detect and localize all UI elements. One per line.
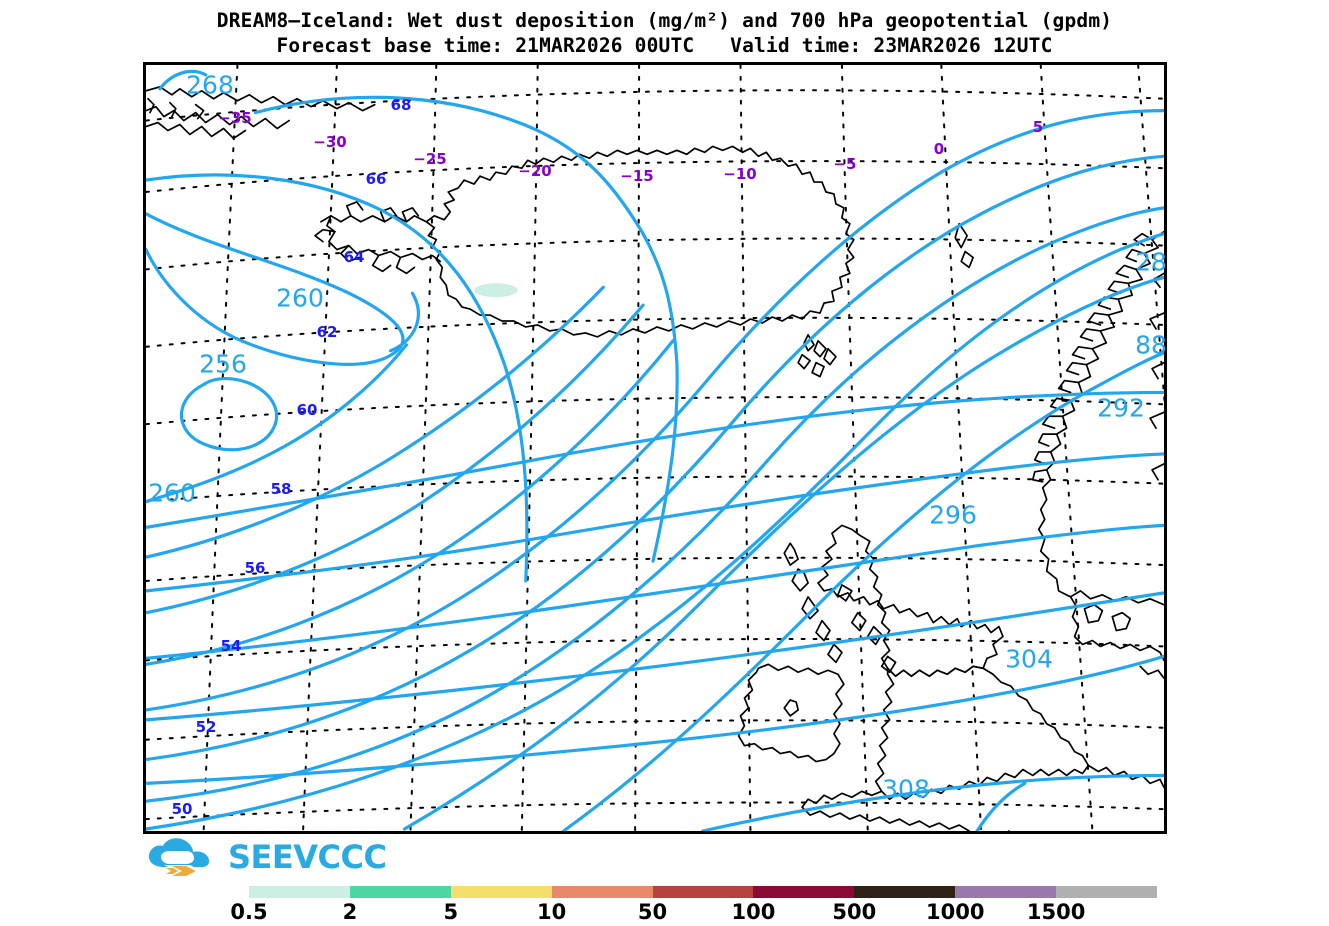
colorbar-swatch	[652, 886, 754, 898]
cloud-icon	[146, 837, 220, 877]
colorbar-tick-labels: 0.5 2 5 10 50 100 500 1000 1500	[230, 898, 1157, 926]
colorbar-strip	[249, 886, 1158, 898]
colorbar-label: 50	[637, 900, 668, 924]
shetland-islands	[954, 222, 974, 269]
colorbar-label: 1000	[925, 900, 985, 924]
colorbar-label: 2	[342, 900, 358, 924]
colorbar-swatch	[753, 886, 855, 898]
map-canvas	[146, 65, 1164, 831]
colorbar-swatch	[955, 886, 1057, 898]
colorbar-swatch	[1056, 886, 1158, 898]
colorbar-label: 100	[731, 900, 776, 924]
colorbar-swatch	[551, 886, 653, 898]
dust-deposition-patch	[474, 283, 518, 298]
chart-subtitle: Forecast base time: 21MAR2026 00UTC Vali…	[276, 34, 1053, 57]
logo-text: SEEVCCC	[228, 838, 387, 876]
faroe-islands	[797, 334, 837, 378]
seevccc-logo: SEEVCCC	[146, 836, 387, 878]
colorbar-label: 1500	[1026, 900, 1086, 924]
colorbar-swatch	[854, 886, 956, 898]
colorbar-legend: 0.5 2 5 10 50 100 500 1000 1500	[230, 886, 1158, 926]
colorbar-label: 5	[443, 900, 459, 924]
colorbar-swatch	[249, 886, 350, 898]
colorbar-label: 0.5	[230, 900, 268, 924]
geopotential-contours	[146, 69, 1164, 831]
colorbar-label: 10	[537, 900, 567, 924]
map-frame: 268 260 256 260 28 88 292 296 304 308 68…	[143, 62, 1167, 834]
graticule-meridians	[202, 65, 1164, 831]
colorbar-swatch	[349, 886, 451, 898]
page-title: DREAM8—Iceland: Wet dust deposition (mg/…	[216, 9, 1113, 32]
chart-title-block: DREAM8—Iceland: Wet dust deposition (mg/…	[0, 8, 1329, 58]
colorbar-label: 500	[832, 900, 877, 924]
colorbar-swatch	[450, 886, 552, 898]
